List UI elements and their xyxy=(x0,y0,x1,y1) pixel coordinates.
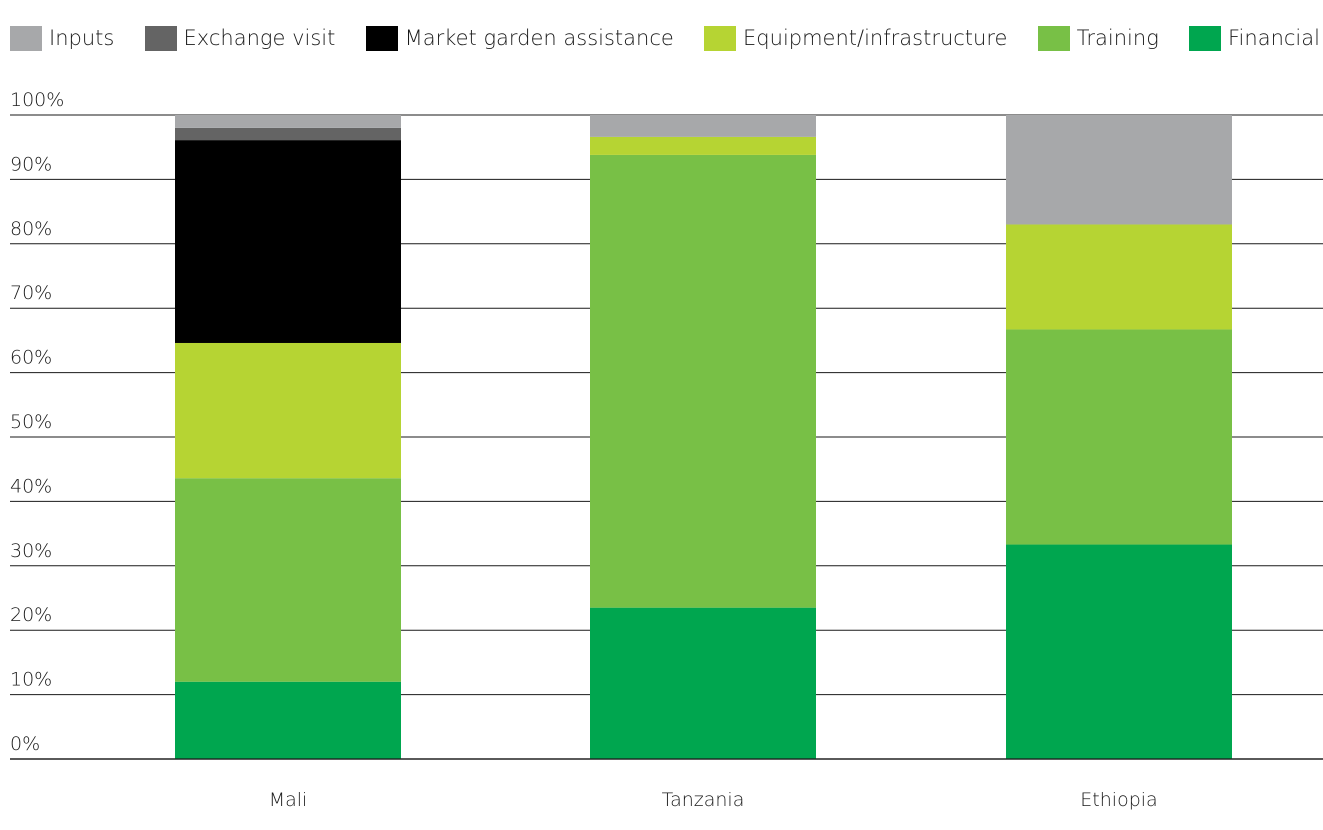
y-tick-label: 60% xyxy=(10,347,52,369)
y-tick-label: 100% xyxy=(10,89,64,111)
bar-segment-ethiopia-inputs xyxy=(1006,115,1232,225)
legend-swatch xyxy=(144,25,177,51)
legend-swatch xyxy=(704,25,737,51)
bar-segment-ethiopia-financial xyxy=(1006,544,1232,759)
legend-label: Inputs xyxy=(49,26,115,50)
y-tick-label: 70% xyxy=(10,282,52,304)
legend-item-exchange-visit: Exchange visit xyxy=(144,22,336,54)
y-tick-label: 0% xyxy=(10,733,40,755)
bar-segment-tanzania-training xyxy=(590,154,816,608)
legend-swatch xyxy=(365,25,398,51)
bar-segment-mali-inputs xyxy=(175,115,401,128)
x-tick-label-tanzania: Tanzania xyxy=(662,789,745,811)
legend-label: Market garden assistance xyxy=(404,26,674,50)
legend-swatch xyxy=(1037,25,1070,51)
y-tick-label: 50% xyxy=(10,411,52,433)
legend: Inputs Exchange visit Market garden assist… xyxy=(10,22,1320,54)
bar-segment-mali-market-garden-assistance xyxy=(175,140,401,343)
bar-segment-mali-equipment-infrastructure xyxy=(175,342,401,479)
bar-segment-mali-exchange-visit xyxy=(175,127,401,141)
legend-item-training: Training xyxy=(1037,22,1159,54)
legend-item-inputs: Inputs xyxy=(10,22,114,54)
y-tick-label: 10% xyxy=(10,669,52,691)
bar-segment-mali-training xyxy=(175,478,401,682)
bar-segment-tanzania-financial xyxy=(590,607,816,759)
y-tick-label: 90% xyxy=(10,153,52,175)
bar-segment-tanzania-equipment-infrastructure xyxy=(590,136,816,155)
legend-label: Exchange visit xyxy=(183,26,336,50)
legend-swatch xyxy=(10,25,42,51)
legend-label: Training xyxy=(1076,26,1159,50)
x-tick-label-mali: Mali xyxy=(269,789,308,811)
x-tick-label-ethiopia: Ethiopia xyxy=(1080,789,1157,811)
legend-label: Financial xyxy=(1228,26,1320,50)
legend-item-equipment-infrastructure: Equipment/infrastructure xyxy=(704,22,1007,54)
y-tick-label: 40% xyxy=(10,475,52,497)
y-tick-label: 80% xyxy=(10,218,52,240)
legend-swatch xyxy=(1189,25,1221,51)
legend-item-financial: Financial xyxy=(1189,22,1320,54)
bar-segment-tanzania-inputs xyxy=(590,115,816,137)
y-tick-label: 20% xyxy=(10,604,52,626)
bar-segment-ethiopia-training xyxy=(1006,329,1232,545)
legend-item-market-garden-assistance: Market garden assistance xyxy=(365,22,674,54)
y-tick-label: 30% xyxy=(10,540,52,562)
bar-segment-mali-financial xyxy=(175,681,401,759)
bar-segment-ethiopia-equipment-infrastructure xyxy=(1006,224,1232,330)
legend-label: Equipment/infrastructure xyxy=(743,26,1008,50)
